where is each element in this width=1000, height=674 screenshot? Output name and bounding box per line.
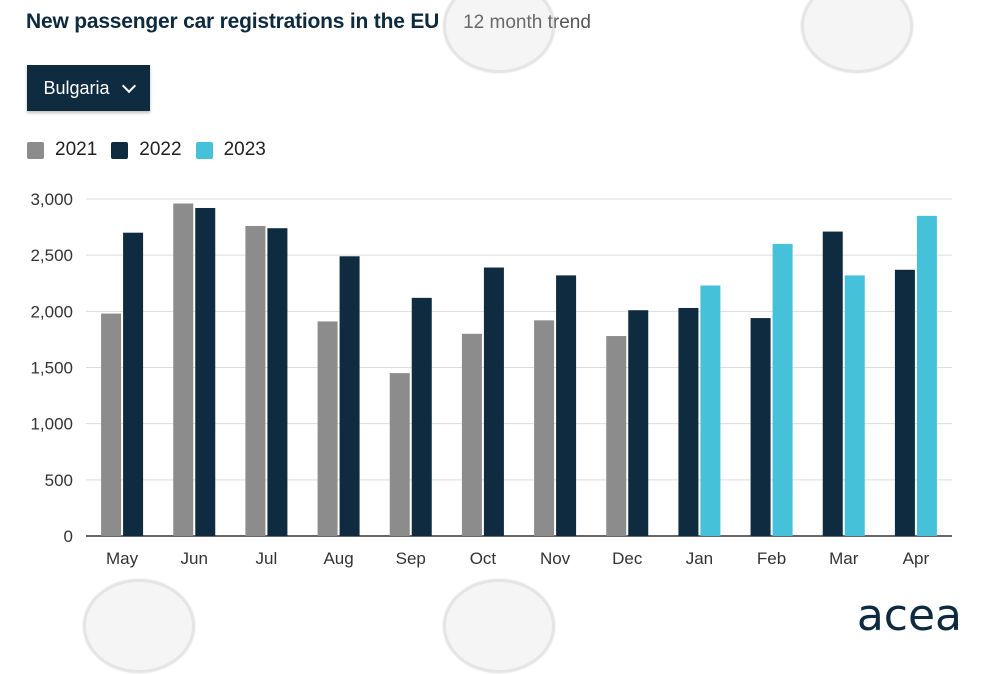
legend-item-2021[interactable]: 2021 xyxy=(27,139,97,161)
bar-2022-may xyxy=(123,232,144,536)
y-tick-label: 2,000 xyxy=(30,302,73,321)
bar-2021-nov xyxy=(534,320,555,536)
bar-2021-may xyxy=(101,313,122,536)
country-select-value: Bulgaria xyxy=(43,77,110,98)
bar-2023-mar xyxy=(844,275,865,536)
bar-2023-feb xyxy=(772,243,793,536)
x-tick-label: Dec xyxy=(612,549,643,568)
watermark-logo xyxy=(442,578,556,674)
bar-2021-dec xyxy=(606,336,627,536)
bar-2022-apr xyxy=(894,269,915,536)
y-tick-label: 1,000 xyxy=(30,415,73,434)
y-tick-label: 0 xyxy=(64,527,73,546)
bar-2021-sep xyxy=(389,373,410,536)
y-tick-label: 3,000 xyxy=(30,190,73,209)
legend-item-2023[interactable]: 2023 xyxy=(195,139,266,161)
x-tick-label: Jan xyxy=(686,549,713,568)
x-tick-label: Sep xyxy=(396,549,426,568)
bar-2022-feb xyxy=(750,318,771,536)
legend-swatch-2023 xyxy=(195,141,213,159)
chart-title: New passenger car registrations in the E… xyxy=(26,10,440,33)
bar-2021-oct xyxy=(461,333,482,536)
legend-swatch-2021 xyxy=(27,141,44,159)
watermark-logo xyxy=(442,0,556,74)
bar-chart: 0 500 1,000 1,500 2,000 2,500 3,000 May Jun Jul Au… xyxy=(30,190,952,568)
bar-2022-jul xyxy=(267,228,288,536)
x-tick-label: Aug xyxy=(323,549,353,568)
y-tick-label: 1,500 xyxy=(30,359,73,378)
chevron-down-icon xyxy=(121,78,136,93)
bar-2022-sep xyxy=(411,297,432,536)
x-tick-label: Nov xyxy=(540,549,571,568)
x-tick-label: Jun xyxy=(181,549,208,568)
legend-label-2022: 2022 xyxy=(139,139,182,160)
y-tick-label: 500 xyxy=(45,471,73,490)
bar-2021-jun xyxy=(173,203,194,536)
x-tick-label: Apr xyxy=(903,549,930,568)
bar-2021-jul xyxy=(245,225,266,536)
bar-2022-mar xyxy=(822,231,843,536)
x-tick-label: Oct xyxy=(470,549,497,568)
legend-label-2021: 2021 xyxy=(55,139,98,160)
x-tick-label: Mar xyxy=(829,549,859,568)
bar-2022-nov xyxy=(556,275,577,536)
legend-swatch-2022 xyxy=(111,141,129,159)
y-tick-label: 2,500 xyxy=(30,246,73,265)
bar-2021-aug xyxy=(317,321,338,536)
bar-2022-aug xyxy=(339,256,360,536)
x-tick-label: Feb xyxy=(757,549,786,568)
x-tick-label: May xyxy=(106,549,139,568)
bar-2022-jun xyxy=(195,207,216,536)
x-tick-label: Jul xyxy=(256,549,278,568)
bar-2022-oct xyxy=(483,267,504,536)
watermark-logo xyxy=(800,0,914,74)
bar-2023-apr xyxy=(916,215,937,536)
country-select[interactable]: Bulgaria xyxy=(27,65,150,111)
legend-item-2022[interactable]: 2022 xyxy=(111,139,182,161)
legend: 2021 2022 2023 xyxy=(27,139,266,161)
acea-logo: acea xyxy=(856,590,962,641)
watermark-logo xyxy=(82,578,196,674)
legend-label-2023: 2023 xyxy=(223,139,266,160)
bar-2023-jan xyxy=(700,285,721,536)
bar-2022-jan xyxy=(678,307,699,536)
bar-2022-dec xyxy=(628,310,649,536)
